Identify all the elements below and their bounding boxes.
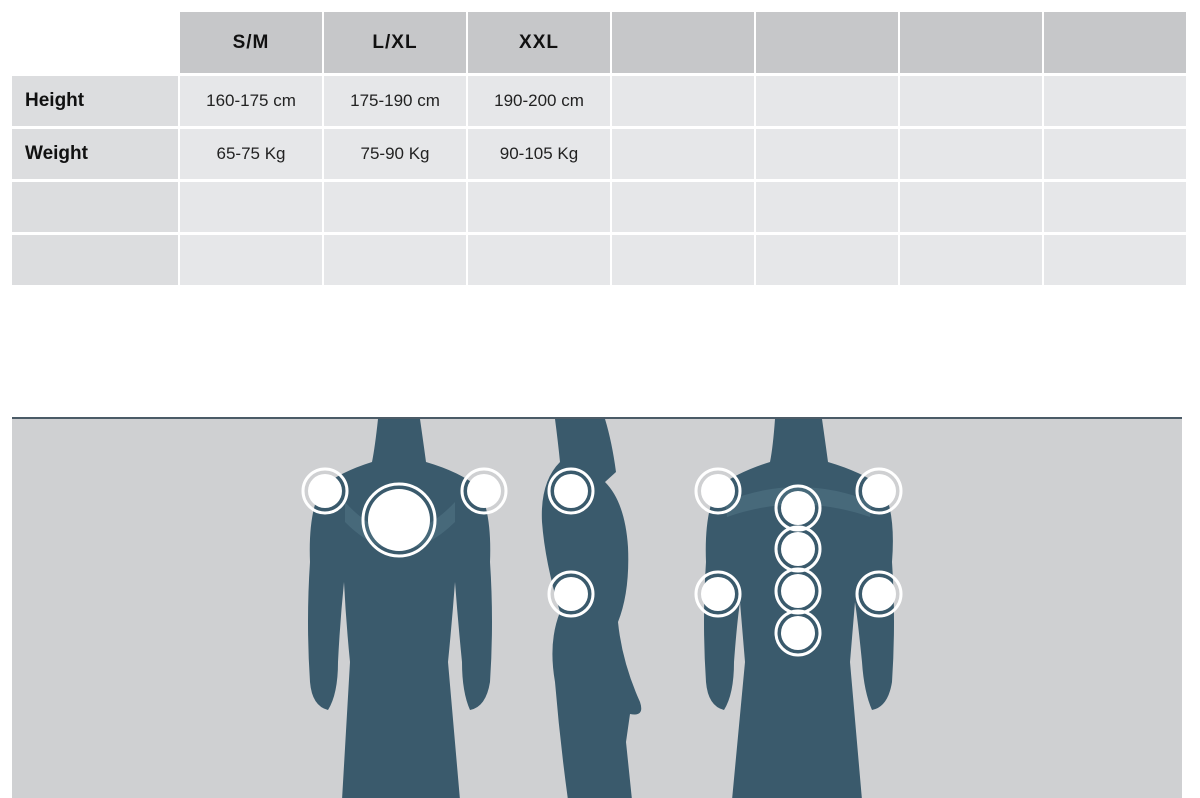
column-header xyxy=(756,12,898,73)
table-cell xyxy=(180,182,322,232)
table-cell xyxy=(468,182,610,232)
row-label: Weight xyxy=(12,129,178,179)
marker-ring xyxy=(547,467,595,515)
marker-dot xyxy=(554,474,588,508)
marker-dot xyxy=(701,474,735,508)
table-cell: 65-75 Kg xyxy=(180,129,322,179)
body-figures-illustration xyxy=(301,419,903,798)
table-cell xyxy=(612,129,754,179)
table-cell xyxy=(612,182,754,232)
front-figure xyxy=(308,419,492,798)
marker-ring xyxy=(694,467,742,515)
row-label xyxy=(12,182,178,232)
table-cell xyxy=(1044,235,1186,285)
marker-group xyxy=(301,467,903,657)
marker-ring xyxy=(547,570,595,618)
table-cell xyxy=(900,182,1042,232)
table-cell xyxy=(612,76,754,126)
marker-ring xyxy=(774,567,822,615)
table-cell xyxy=(468,235,610,285)
marker-ring xyxy=(855,467,903,515)
table-cell xyxy=(756,182,898,232)
marker-dot xyxy=(862,577,896,611)
body-illustration-panel xyxy=(12,417,1182,798)
marker-ring xyxy=(855,570,903,618)
table-cell xyxy=(900,76,1042,126)
row-label: Height xyxy=(12,76,178,126)
marker-dot xyxy=(781,574,815,608)
marker-dot xyxy=(781,491,815,525)
marker-dot xyxy=(368,489,430,551)
marker-ring xyxy=(774,484,822,532)
row-label xyxy=(12,235,178,285)
table-cell xyxy=(756,76,898,126)
back-figure xyxy=(704,419,894,798)
table-cell xyxy=(1044,129,1186,179)
table-cell xyxy=(324,182,466,232)
table-cell xyxy=(900,129,1042,179)
table-cell: 90-105 Kg xyxy=(468,129,610,179)
marker-dot xyxy=(781,532,815,566)
marker-dot xyxy=(701,577,735,611)
table-cell xyxy=(756,129,898,179)
marker-ring xyxy=(460,467,508,515)
table-cell xyxy=(324,235,466,285)
table-cell: 160-175 cm xyxy=(180,76,322,126)
marker-ring xyxy=(774,525,822,573)
marker-dot xyxy=(467,474,501,508)
table-cell: 175-190 cm xyxy=(324,76,466,126)
marker-ring xyxy=(301,467,349,515)
table-cell xyxy=(180,235,322,285)
column-header xyxy=(1044,12,1186,73)
column-header xyxy=(612,12,754,73)
marker-dot xyxy=(862,474,896,508)
table-cell xyxy=(1044,76,1186,126)
table-cell xyxy=(900,235,1042,285)
column-header: XXL xyxy=(468,12,610,73)
table-cell xyxy=(756,235,898,285)
marker-ring xyxy=(774,609,822,657)
marker-ring xyxy=(361,482,437,558)
table-cell: 75-90 Kg xyxy=(324,129,466,179)
marker-dot xyxy=(781,616,815,650)
marker-dot xyxy=(308,474,342,508)
table-cell xyxy=(1044,182,1186,232)
column-header: S/M xyxy=(180,12,322,73)
table-cell: 190-200 cm xyxy=(468,76,610,126)
marker-dot xyxy=(554,577,588,611)
marker-ring xyxy=(694,570,742,618)
column-header xyxy=(900,12,1042,73)
column-header: L/XL xyxy=(324,12,466,73)
table-cell xyxy=(612,235,754,285)
